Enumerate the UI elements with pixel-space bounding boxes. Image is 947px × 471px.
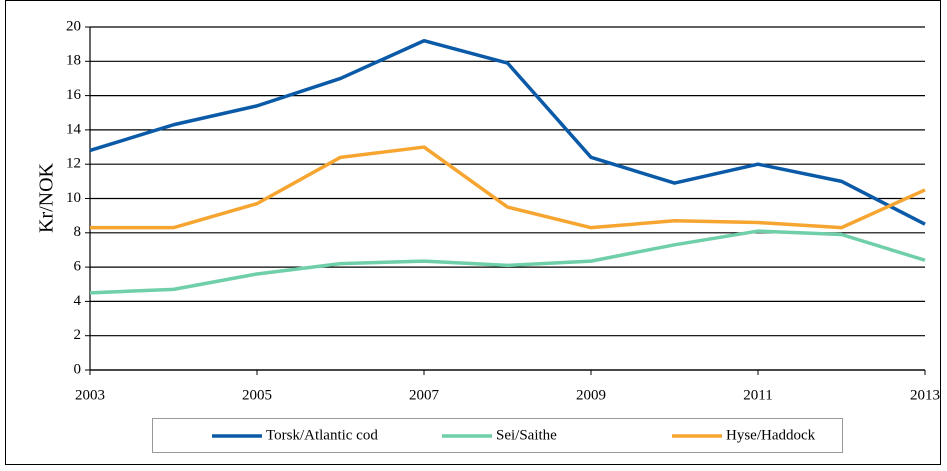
legend-box [152, 418, 843, 453]
x-tick-label: 2013 [910, 387, 940, 403]
y-tick-label: 18 [66, 53, 81, 69]
legend-label: Sei/Saithe [496, 427, 557, 443]
legend-label: Hyse/Haddock [726, 427, 816, 443]
x-tick-label: 2003 [75, 387, 105, 403]
x-tick-label: 2011 [743, 387, 772, 403]
x-tick-label: 2007 [409, 387, 440, 403]
y-axis-label: Kr/NOK [36, 162, 58, 233]
x-tick-label: 2005 [242, 387, 272, 403]
x-tick-label: 2009 [576, 387, 606, 403]
y-tick-label: 16 [66, 87, 82, 103]
y-tick-label: 12 [66, 156, 81, 172]
legend-label: Torsk/Atlantic cod [266, 427, 378, 443]
series-line [89, 229, 926, 295]
y-tick-label: 20 [66, 18, 81, 34]
y-tick-label: 10 [66, 190, 81, 206]
chart-frame [5, 0, 941, 465]
series-line [89, 38, 926, 226]
y-tick-label: 2 [74, 327, 82, 343]
y-tick-label: 4 [74, 293, 82, 309]
y-tick-label: 14 [66, 121, 82, 137]
y-tick-label: 6 [74, 259, 82, 275]
y-tick-label: 8 [74, 224, 82, 240]
series-line [90, 145, 926, 230]
y-tick-label: 0 [74, 361, 82, 377]
